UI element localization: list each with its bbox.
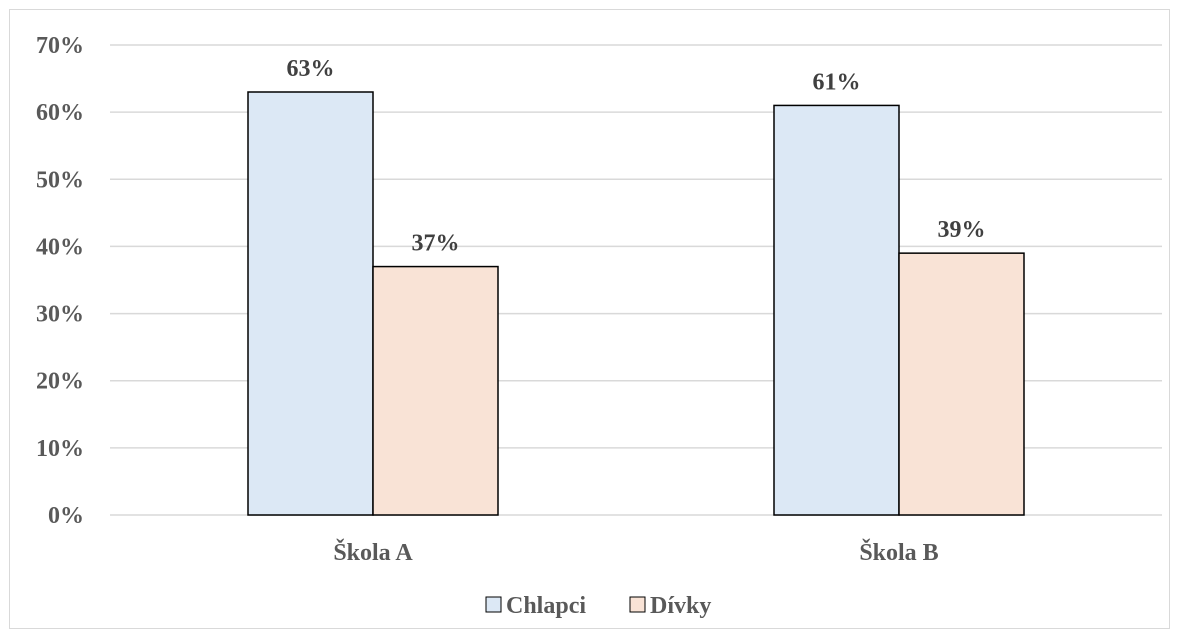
- data-label-chlapci-2: 61%: [813, 69, 861, 95]
- bar-chlapci-1: [247, 91, 374, 516]
- y-tick-label-20: 20%: [36, 369, 84, 395]
- data-label-dívky-2: 39%: [938, 217, 986, 243]
- data-label-chlapci-1: 63%: [287, 56, 335, 82]
- y-tick-label-70: 70%: [36, 33, 84, 59]
- y-tick-label-50: 50%: [36, 167, 84, 193]
- legend-swatch-chlapci: [485, 596, 502, 613]
- data-label-dívky-1: 37%: [412, 231, 460, 257]
- legend: Chlapci Dívky: [485, 593, 711, 619]
- bars: [247, 91, 1025, 516]
- y-tick-label-10: 10%: [36, 436, 84, 462]
- x-axis-category-labels: Škola A Škola B: [333, 539, 938, 566]
- y-axis-tick-labels: 0% 10% 20% 30% 40% 50% 60% 70%: [36, 33, 84, 529]
- x-tick-label-2: Škola B: [859, 539, 938, 566]
- x-tick-label-1: Škola A: [333, 539, 413, 566]
- data-labels: 63% 37% 61% 39%: [287, 56, 986, 257]
- y-tick-label-40: 40%: [36, 234, 84, 260]
- bar-dívky-2: [898, 252, 1025, 516]
- y-tick-label-0: 0%: [48, 503, 84, 529]
- legend-label-dívky: Dívky: [650, 593, 711, 619]
- y-tick-label-30: 30%: [36, 302, 84, 328]
- y-tick-label-60: 60%: [36, 100, 84, 126]
- bar-dívky-1: [372, 265, 499, 516]
- legend-label-chlapci: Chlapci: [506, 593, 586, 619]
- legend-swatch-dívky: [629, 596, 646, 613]
- bar-chlapci-2: [773, 104, 900, 516]
